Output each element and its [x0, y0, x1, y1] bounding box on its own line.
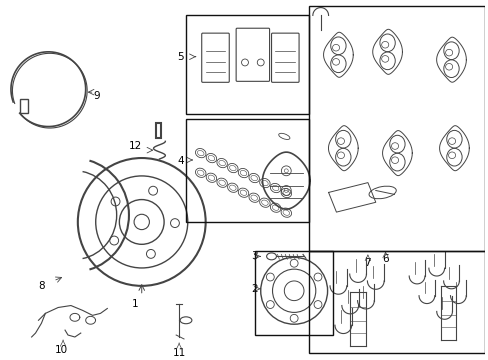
- Ellipse shape: [219, 161, 225, 166]
- Text: 10: 10: [55, 345, 67, 355]
- Bar: [254, 251, 333, 335]
- Text: 12: 12: [128, 141, 142, 151]
- Ellipse shape: [272, 185, 278, 191]
- Ellipse shape: [219, 180, 225, 185]
- Text: 6: 6: [382, 255, 388, 264]
- Text: 1: 1: [131, 299, 138, 309]
- Text: 4: 4: [177, 156, 183, 166]
- Ellipse shape: [208, 156, 214, 161]
- Bar: [20, 99, 28, 113]
- Ellipse shape: [229, 165, 236, 171]
- Text: 8: 8: [38, 281, 45, 291]
- Bar: [185, 15, 308, 114]
- Ellipse shape: [283, 190, 289, 196]
- Bar: [185, 119, 308, 222]
- Ellipse shape: [250, 175, 257, 181]
- Bar: [308, 6, 484, 251]
- Ellipse shape: [250, 195, 257, 201]
- Bar: [156, 123, 161, 138]
- Text: 9: 9: [94, 91, 100, 101]
- Ellipse shape: [208, 175, 214, 180]
- Ellipse shape: [197, 170, 203, 175]
- Ellipse shape: [197, 150, 203, 156]
- Text: 5: 5: [177, 52, 183, 62]
- Ellipse shape: [283, 210, 289, 215]
- Text: 11: 11: [172, 348, 185, 358]
- Ellipse shape: [261, 200, 267, 205]
- Bar: [308, 251, 484, 353]
- Ellipse shape: [240, 170, 246, 176]
- Ellipse shape: [240, 190, 246, 195]
- Ellipse shape: [272, 205, 278, 210]
- Ellipse shape: [261, 180, 267, 186]
- Text: 7: 7: [364, 258, 370, 268]
- Text: 2: 2: [251, 284, 257, 294]
- Ellipse shape: [229, 185, 236, 190]
- Text: 3: 3: [251, 251, 257, 261]
